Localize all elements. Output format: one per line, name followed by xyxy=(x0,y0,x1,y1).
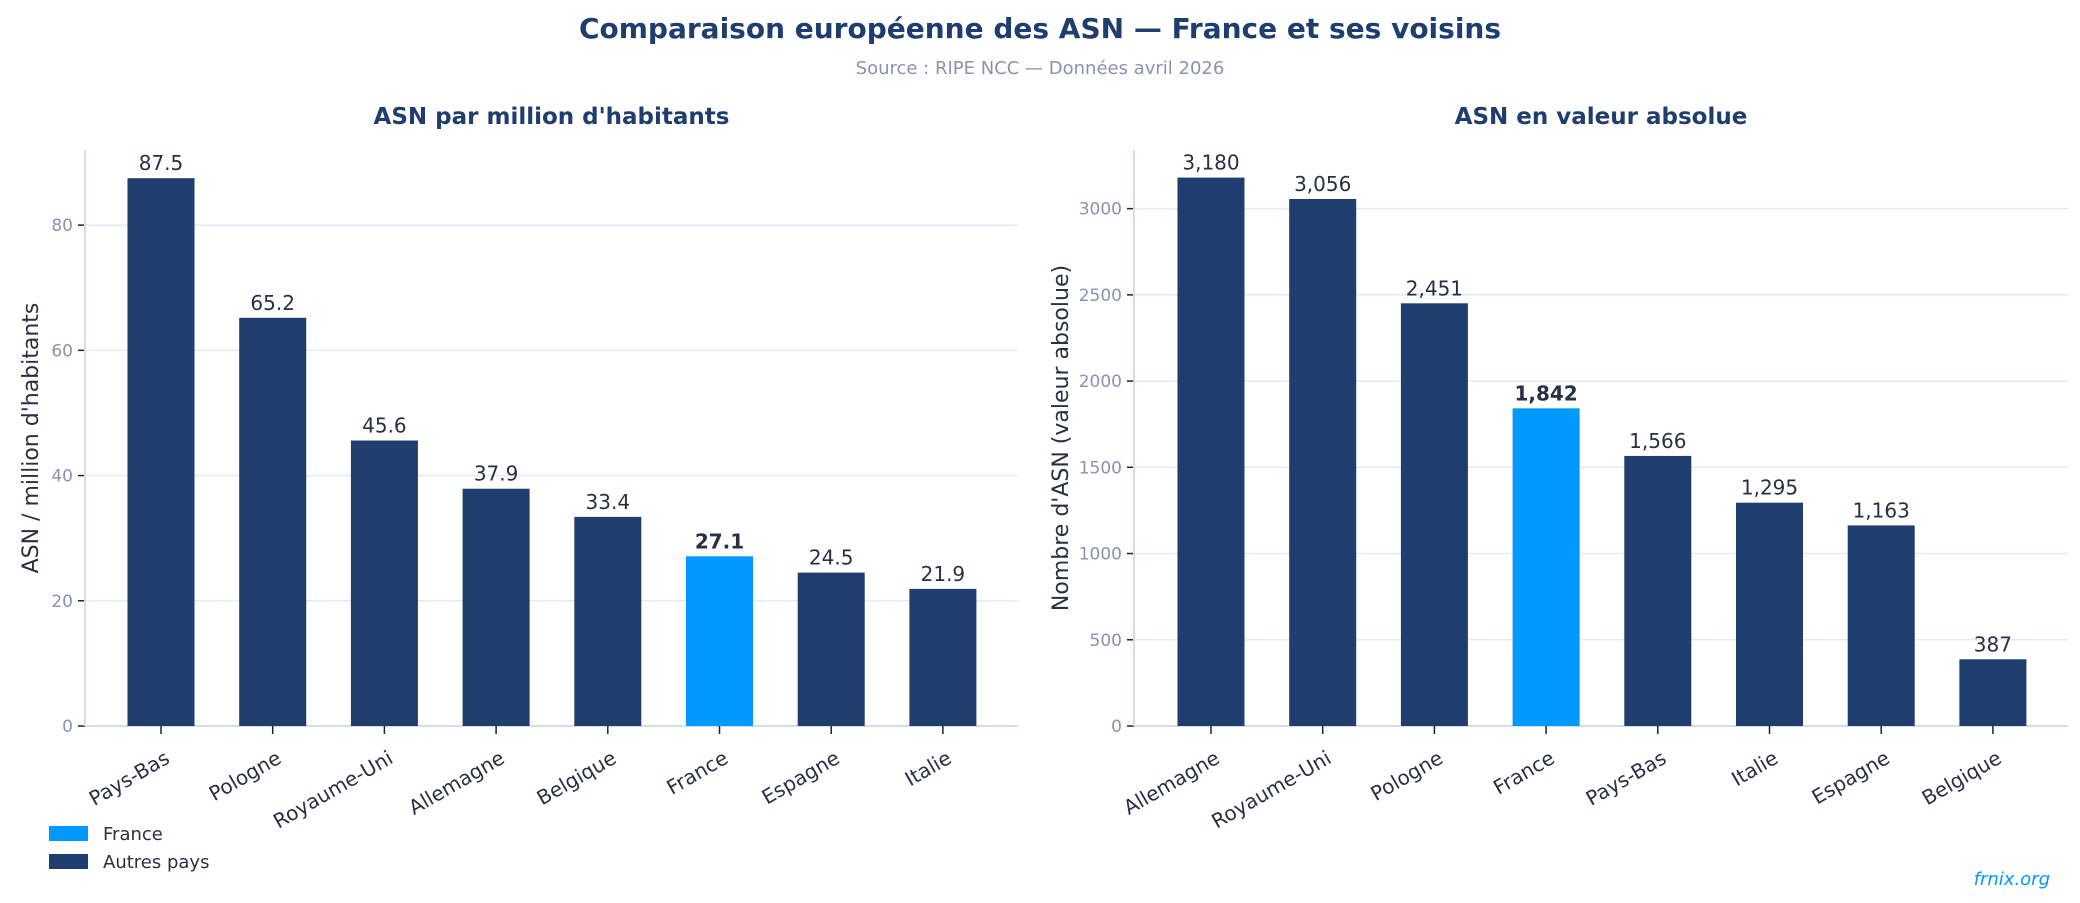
absolute-x-tick-label-italie: Italie xyxy=(1727,746,1782,791)
per-million-bar-france xyxy=(686,556,753,726)
per-million-value-label-royaume-uni: 45.6 xyxy=(362,414,407,438)
absolute-y-tick-label: 2500 xyxy=(1079,286,1122,306)
absolute-x-tick-label-belgique: Belgique xyxy=(1918,746,2006,811)
absolute-bar-pologne xyxy=(1400,303,1468,726)
per-million-x-tick-label-belgique: Belgique xyxy=(533,746,621,811)
legend-swatch-autres-pays xyxy=(49,854,88,869)
absolute-bar-belgique xyxy=(1959,659,2027,726)
per-million-bar-allemagne xyxy=(462,488,530,726)
absolute-y-tick-label: 3000 xyxy=(1079,200,1122,220)
per-million-y-tick-label: 60 xyxy=(51,341,73,361)
per-million-value-label-france: 27.1 xyxy=(695,529,744,553)
absolute-value-label-belgique: 387 xyxy=(1974,632,2012,656)
absolute-x-tick-label-pays-bas: Pays-Bas xyxy=(1582,746,1671,811)
per-million-bar-espagne xyxy=(797,572,865,726)
per-million-bar-belgique xyxy=(574,516,642,726)
figure-subtitle: Source : RIPE NCC — Données avril 2026 xyxy=(856,58,1225,79)
absolute-bar-france xyxy=(1512,408,1580,726)
absolute-bar-royaume-uni xyxy=(1289,198,1357,727)
per-million-x-tick-label-italie: Italie xyxy=(901,746,956,791)
absolute-value-label-france: 1,842 xyxy=(1514,381,1577,405)
chart-asn-per-million: ASN par million d'habitants 0 20 40 60 80 ASN … xyxy=(19,104,1018,833)
absolute-value-label-royaume-uni: 3,056 xyxy=(1294,172,1351,196)
per-million-x-tick-label-royaume-uni: Royaume-Uni xyxy=(269,746,397,834)
absolute-y-tick-label: 0 xyxy=(1111,717,1122,737)
figure-title: Comparaison européenne des ASN — France … xyxy=(579,12,1501,45)
absolute-bar-allemagne xyxy=(1177,177,1245,726)
absolute-value-label-espagne: 1,163 xyxy=(1853,498,1910,522)
absolute-bar-espagne xyxy=(1847,525,1915,726)
per-million-value-label-pologne: 65.2 xyxy=(250,291,295,315)
per-million-bar-italie xyxy=(909,588,977,726)
per-million-chart-title: ASN par million d'habitants xyxy=(374,104,730,130)
absolute-value-label-pologne: 2,451 xyxy=(1406,276,1463,300)
per-million-value-label-italie: 21.9 xyxy=(921,562,966,586)
absolute-x-tick-label-pologne: Pologne xyxy=(1366,746,1446,806)
per-million-value-label-pays-bas: 87.5 xyxy=(139,151,184,175)
chart-asn-absolute: ASN en valeur absolue 0 500 1000 1500 2000 250… xyxy=(1049,104,2068,833)
per-million-value-label-espagne: 24.5 xyxy=(809,546,854,570)
per-million-bar-royaume-uni xyxy=(350,440,418,726)
absolute-value-label-pays-bas: 1,566 xyxy=(1629,429,1686,453)
absolute-y-axis-label: Nombre d'ASN (valeur absolue) xyxy=(1049,265,1074,611)
per-million-x-tick-label-allemagne: Allemagne xyxy=(404,746,508,820)
absolute-x-tick-label-allemagne: Allemagne xyxy=(1119,746,1223,820)
footer-credit: frnix.org xyxy=(1974,869,2050,890)
legend: France Autres pays xyxy=(49,824,209,873)
absolute-y-tick-label: 2000 xyxy=(1079,372,1122,392)
per-million-x-tick-label-france: France xyxy=(662,746,732,800)
per-million-x-tick-label-pologne: Pologne xyxy=(205,746,285,806)
absolute-chart-title: ASN en valeur absolue xyxy=(1455,104,1748,130)
per-million-y-axis-label: ASN / million d'habitants xyxy=(19,303,44,574)
absolute-y-tick-label: 1000 xyxy=(1079,545,1122,565)
absolute-x-tick-label-espagne: Espagne xyxy=(1807,746,1893,810)
per-million-bar-pologne xyxy=(239,317,307,726)
per-million-bar-pays-bas xyxy=(127,178,195,726)
per-million-x-tick-label-espagne: Espagne xyxy=(757,746,843,810)
absolute-bar-pays-bas xyxy=(1624,455,1692,726)
legend-swatch-france xyxy=(49,826,88,841)
absolute-x-tick-label-france: France xyxy=(1489,746,1559,800)
absolute-y-tick-label: 500 xyxy=(1090,631,1122,651)
per-million-y-tick-label: 80 xyxy=(51,216,73,236)
per-million-y-tick-label: 20 xyxy=(51,592,73,612)
per-million-y-tick-label: 0 xyxy=(62,717,73,737)
per-million-x-tick-label-pays-bas: Pays-Bas xyxy=(85,746,174,811)
absolute-x-tick-label-royaume-uni: Royaume-Uni xyxy=(1207,746,1335,834)
absolute-y-tick-label: 1500 xyxy=(1079,458,1122,478)
absolute-bar-italie xyxy=(1736,502,1803,726)
absolute-value-label-allemagne: 3,180 xyxy=(1182,151,1239,175)
per-million-value-label-allemagne: 37.9 xyxy=(474,462,519,486)
per-million-y-tick-label: 40 xyxy=(51,467,73,487)
legend-label-autres-pays: Autres pays xyxy=(103,852,209,873)
per-million-value-label-belgique: 33.4 xyxy=(586,490,631,514)
absolute-value-label-italie: 1,295 xyxy=(1741,476,1798,500)
legend-label-france: France xyxy=(103,824,163,845)
